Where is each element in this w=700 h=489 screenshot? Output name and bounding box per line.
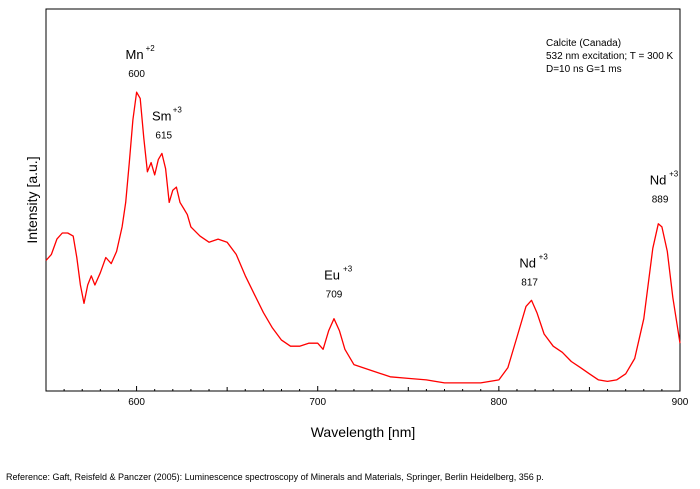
reference-note: Reference: Gaft, Reisfeld & Panczer (200… [6, 472, 544, 482]
peak-ion-label: Nd [650, 173, 667, 188]
x-axis-label: Wavelength [nm] [311, 424, 416, 440]
peak-ion-charge: +3 [539, 252, 549, 261]
peak-ion-label: Sm [152, 108, 172, 123]
peak-ion-charge: +3 [343, 265, 353, 274]
y-axis-label: Intensity [a.u.] [24, 156, 40, 243]
info-line-3: D=10 ns G=1 ms [546, 64, 622, 75]
x-tick-label: 800 [491, 397, 508, 408]
x-tick-label: 900 [672, 397, 689, 408]
peak-ion-label: Nd [519, 255, 536, 270]
series-line [45, 91, 681, 384]
peak-ion-charge: +3 [173, 105, 183, 114]
peak-ion-label: Mn [126, 47, 144, 62]
peak-wavelength-label: 817 [521, 277, 538, 288]
info-line-1: Calcite (Canada) [546, 38, 621, 49]
peak-wavelength-label: 709 [326, 290, 343, 301]
x-tick-label: 600 [128, 397, 145, 408]
peak-ion-charge: +2 [146, 44, 156, 53]
plot-frame [45, 8, 681, 392]
info-box: Calcite (Canada) 532 nm excitation; T = … [546, 38, 674, 75]
peak-wavelength-label: 615 [155, 130, 172, 141]
peak-ion-charge: +3 [669, 170, 679, 179]
peak-wavelength-label: 600 [128, 69, 145, 80]
info-line-2: 532 nm excitation; T = 300 K [546, 51, 674, 62]
peak-wavelength-label: 889 [652, 195, 669, 206]
peak-ion-label: Eu [324, 268, 340, 283]
x-tick-label: 700 [309, 397, 326, 408]
